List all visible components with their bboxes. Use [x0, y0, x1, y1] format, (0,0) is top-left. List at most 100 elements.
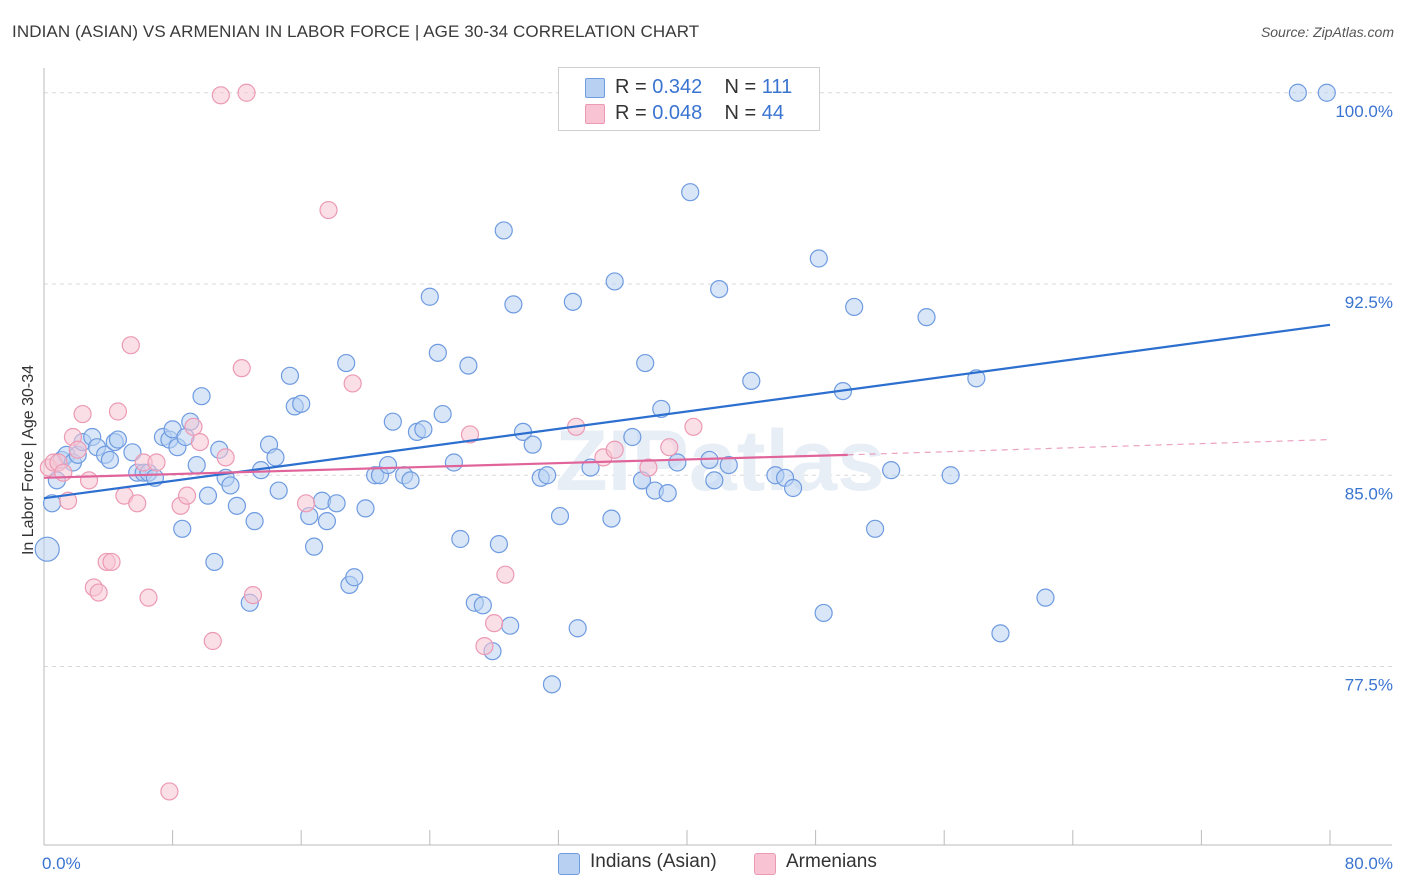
data-point: [184, 417, 203, 436]
y-tick-label: 92.5%: [1345, 293, 1393, 312]
legend-text-indians: R = 0.342 N = 111: [615, 76, 792, 99]
data-point: [245, 512, 264, 531]
data-point: [280, 366, 300, 385]
data-point: [177, 486, 197, 505]
data-point: [121, 336, 140, 355]
data-point: [684, 417, 703, 436]
legend-r-label: R =: [615, 76, 653, 98]
data-point: [100, 450, 120, 470]
trend-layer: [43, 323, 1331, 500]
data-point: [343, 374, 362, 393]
data-point: [1036, 588, 1055, 607]
x-tick-label-min: 0.0%: [42, 854, 81, 873]
data-point: [523, 435, 542, 454]
data-point: [190, 433, 210, 452]
data-point: [102, 552, 121, 572]
data-point: [451, 529, 470, 549]
data-point: [605, 272, 624, 291]
data-point: [232, 359, 251, 378]
data-point: [882, 461, 901, 480]
legend-text-armenians: R = 0.048 N = 44: [615, 102, 784, 125]
data-point: [356, 499, 375, 518]
trend-line-indians: [43, 323, 1331, 500]
data-point: [227, 496, 246, 515]
source-label: Source: ZipAtlas.com: [1260, 24, 1394, 40]
data-point: [203, 631, 222, 651]
data-point: [658, 484, 677, 503]
data-point: [494, 221, 513, 240]
data-point: [420, 287, 439, 306]
data-point: [34, 536, 60, 562]
series-indians: [34, 83, 1336, 694]
data-point: [160, 782, 179, 801]
data-point: [814, 603, 833, 623]
data-point: [304, 537, 324, 556]
data-point: [73, 404, 92, 424]
legend-r-label: R =: [615, 102, 653, 124]
legend-n-value: 111: [761, 76, 793, 98]
data-point: [550, 506, 570, 526]
data-point: [337, 353, 356, 373]
data-point: [108, 402, 128, 421]
data-point: [602, 509, 621, 528]
tick-label-layer: 100.0% 92.5% 85.0% 77.5% 0.0% 80.0%: [42, 102, 1393, 873]
data-point: [269, 481, 288, 500]
data-point: [605, 440, 624, 459]
data-point: [917, 308, 936, 327]
data-point: [345, 568, 364, 587]
data-point: [292, 394, 311, 413]
data-point: [1317, 83, 1336, 102]
legend-swatch-armenians: [585, 104, 605, 124]
y-tick-label: 77.5%: [1345, 676, 1393, 695]
data-point: [192, 387, 211, 406]
data-point: [266, 448, 285, 467]
points-layer: [34, 83, 1336, 801]
trend-line-armenians-extension: [847, 438, 1331, 456]
data-point: [198, 486, 218, 505]
data-point: [123, 443, 142, 462]
data-point: [489, 534, 509, 554]
data-point: [383, 412, 402, 431]
data-point: [742, 371, 761, 390]
data-point: [187, 455, 206, 475]
data-point: [459, 356, 478, 375]
data-point: [54, 463, 73, 482]
correlation-legend: R = 0.342 N = 111 R = 0.048 N = 44: [558, 67, 820, 131]
data-point: [378, 455, 398, 475]
data-point: [473, 596, 492, 615]
bottom-legend-label-armenians: Armenians: [786, 851, 877, 872]
data-point: [139, 588, 158, 607]
data-point: [668, 453, 687, 472]
data-point: [719, 455, 738, 475]
data-point: [147, 453, 166, 472]
legend-swatch-indians: [585, 78, 605, 98]
x-tick-label-max: 80.0%: [1345, 854, 1393, 873]
data-point: [485, 614, 504, 633]
data-point: [563, 292, 582, 311]
legend-r-value: 0.048: [652, 102, 703, 124]
data-point: [401, 471, 420, 490]
bottom-legend-swatch-indians: [558, 853, 580, 875]
data-point: [317, 512, 337, 531]
data-point: [710, 280, 729, 299]
data-point: [783, 478, 803, 498]
y-tick-label: 100.0%: [1335, 102, 1393, 121]
grid-layer: [44, 92, 1392, 667]
data-point: [1288, 83, 1307, 102]
data-point: [327, 494, 346, 513]
data-point: [460, 425, 480, 444]
data-point: [496, 565, 515, 584]
data-point: [991, 624, 1010, 643]
data-point: [319, 200, 338, 220]
data-point: [216, 448, 235, 467]
data-point: [705, 471, 724, 490]
data-point: [623, 427, 642, 447]
data-point: [128, 494, 147, 513]
data-point: [108, 430, 128, 449]
data-point: [89, 583, 108, 602]
data-point: [501, 616, 520, 635]
data-point: [941, 466, 960, 485]
data-point: [173, 519, 192, 538]
y-tick-label: 85.0%: [1345, 484, 1393, 503]
